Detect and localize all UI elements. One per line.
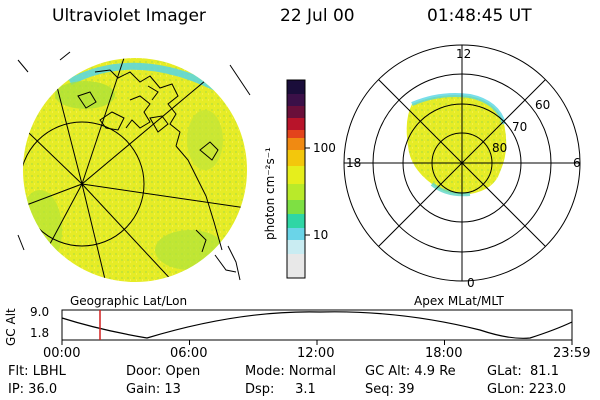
latitude-circle [23, 121, 145, 247]
colorbar-tick-100: 100 [313, 141, 336, 155]
orbit-xtick-0600: 06:00 [170, 346, 208, 361]
instrument-title: Ultraviolet Imager [52, 6, 206, 26]
colorbar-unit-label: photon cm⁻²s⁻¹ [263, 147, 277, 240]
door-status: Door: Open [126, 364, 201, 379]
orbit-ytick-top: 9.0 [30, 305, 50, 319]
mlat-60-label: 60 [535, 98, 551, 112]
orbit-xtick-1200: 12:00 [297, 346, 335, 361]
altitude-curve [61, 311, 573, 339]
orbit-altitude-plot [61, 309, 573, 345]
glat-status: GLat: 81.1 [487, 364, 559, 379]
orbit-xtick-0000: 00:00 [43, 346, 81, 361]
colorbar [286, 79, 310, 279]
auroral-emission [406, 95, 507, 195]
filter-status: Flt: LBHL [8, 364, 66, 379]
date-label: 22 Jul 00 [280, 6, 355, 26]
geographic-image-panel [17, 51, 251, 282]
orbit-ytick-bottom: 1.8 [30, 326, 50, 340]
gain-status: Gain: 13 [126, 382, 181, 397]
earth-disk [23, 58, 247, 282]
colorbar-tick-10: 10 [313, 228, 329, 242]
dsp-status: Dsp: 3.1 [245, 382, 316, 397]
mlt-12-label: 12 [456, 47, 472, 61]
mlt-0-label: 0 [467, 276, 475, 290]
orbit-xtick-1800: 18:00 [425, 346, 463, 361]
mlat-70-label: 70 [512, 120, 528, 134]
mlt-6-label: 6 [573, 156, 581, 170]
ip-status: IP: 36.0 [8, 382, 58, 397]
mlat-80-label: 80 [492, 141, 508, 155]
orbit-ylabel: GC Alt [4, 308, 18, 346]
geographic-panel-label: Geographic Lat/Lon [70, 294, 188, 308]
polar-panel-label: Apex MLat/MLT [414, 294, 504, 308]
orbit-xtick-2359: 23:59 [553, 346, 591, 361]
time-label: 01:48:45 UT [427, 6, 532, 26]
mode-status: Mode: Normal [245, 364, 336, 379]
glon-status: GLon: 223.0 [487, 382, 567, 397]
coastlines [77, 69, 241, 281]
gc-alt-status: GC Alt: 4.9 Re [365, 364, 456, 379]
seq-status: Seq: 39 [365, 382, 415, 397]
polar-plot [343, 44, 581, 282]
mlt-18-label: 18 [346, 156, 362, 170]
